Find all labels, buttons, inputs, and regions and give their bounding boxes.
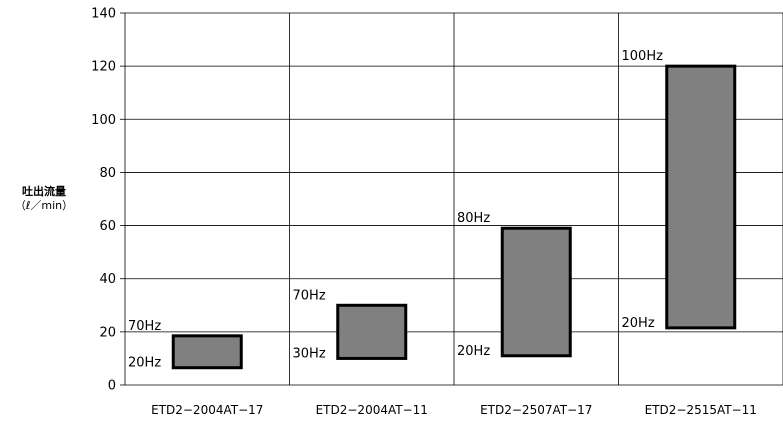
range-bar — [500, 226, 572, 358]
high-frequency-label: 80Hz — [457, 211, 490, 226]
y-tick-label: 60 — [99, 219, 116, 234]
y-tick-label: 20 — [99, 325, 116, 340]
y-tick-label: 100 — [91, 113, 116, 128]
high-frequency-label: 100Hz — [622, 49, 664, 64]
y-tick-label: 80 — [99, 166, 116, 181]
range-bar — [336, 303, 408, 360]
range-bar — [665, 64, 737, 330]
y-tick-label: 120 — [91, 60, 116, 75]
x-category-label: ETD2−2515AT−11 — [645, 403, 757, 417]
low-frequency-label: 20Hz — [457, 344, 490, 359]
low-frequency-label: 20Hz — [128, 356, 161, 371]
y-axis-title: 吐出流量 — [22, 185, 66, 198]
y-tick-label: 140 — [91, 7, 116, 22]
y-tick-label: 0 — [108, 379, 116, 394]
x-category-label: ETD2−2004AT−11 — [316, 403, 428, 417]
low-frequency-label: 30Hz — [293, 346, 326, 361]
high-frequency-label: 70Hz — [293, 288, 326, 303]
x-category-label: ETD2−2507AT−17 — [480, 403, 592, 417]
low-frequency-label: 20Hz — [622, 316, 655, 331]
high-frequency-label: 70Hz — [128, 319, 161, 334]
y-axis-label: 吐出流量 （ℓ／min） — [4, 185, 84, 213]
range-bar — [171, 334, 243, 370]
y-tick-label: 40 — [99, 272, 116, 287]
x-category-label: ETD2−2004AT−17 — [151, 403, 263, 417]
y-axis-unit: （ℓ／min） — [14, 199, 74, 212]
